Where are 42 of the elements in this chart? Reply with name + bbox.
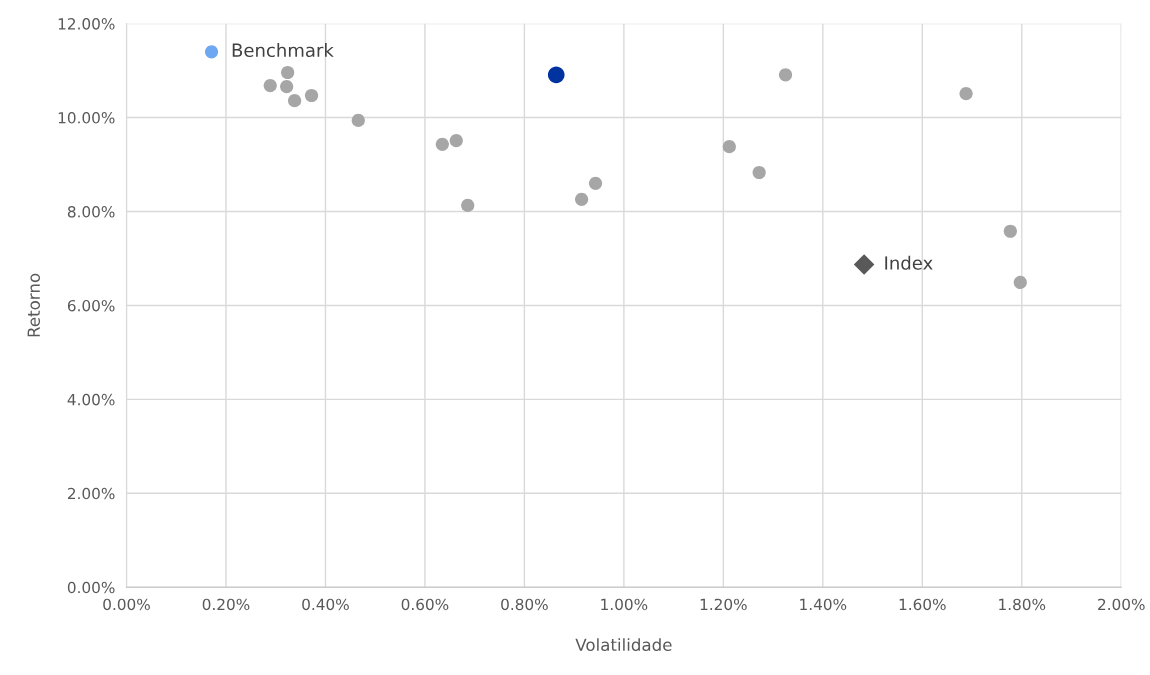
y-tick-label: 2.00%	[67, 487, 115, 500]
x-tick-label: 1.00%	[601, 598, 648, 611]
y-tick-label: 4.00%	[67, 393, 115, 406]
y-tick-label: 6.00%	[67, 299, 115, 312]
y-tick-label: 8.00%	[67, 205, 115, 218]
y-tick-label: 0.00%	[67, 581, 115, 594]
point	[1003, 224, 1017, 238]
series-label: Index	[885, 255, 933, 270]
point	[449, 133, 463, 148]
point	[263, 79, 277, 93]
x-axis-title: Volatilidade	[575, 638, 672, 652]
point	[461, 198, 475, 212]
point	[304, 88, 319, 103]
series-label: Benchmark	[232, 43, 334, 58]
y-tick-label: 10.00%	[58, 112, 115, 124]
point	[281, 65, 295, 80]
point	[575, 192, 589, 206]
x-tick-label: 1.60%	[899, 598, 946, 611]
point	[853, 254, 875, 275]
point	[547, 66, 565, 84]
point	[204, 45, 219, 59]
y-tick-label: 12.00%	[58, 18, 115, 30]
point	[722, 140, 736, 154]
point	[435, 137, 449, 151]
y-axis-title: Retorno	[27, 273, 41, 337]
x-tick-label: 1.40%	[800, 598, 847, 611]
x-tick-label: 1.20%	[700, 598, 747, 611]
x-tick-label: 0.40%	[302, 598, 349, 611]
x-tick-label: 0.00%	[103, 598, 150, 611]
x-tick-label: 0.80%	[501, 598, 548, 611]
point	[588, 176, 603, 190]
point	[959, 87, 973, 101]
point	[351, 113, 365, 127]
x-tick-label: 0.60%	[401, 598, 449, 611]
point	[280, 79, 294, 94]
point	[288, 94, 302, 108]
point	[1013, 275, 1027, 290]
point	[752, 165, 766, 180]
x-tick-label: 2.00%	[1098, 598, 1145, 611]
point	[778, 68, 793, 82]
x-tick-label: 1.80%	[999, 598, 1046, 611]
x-tick-label: 0.20%	[202, 598, 250, 611]
